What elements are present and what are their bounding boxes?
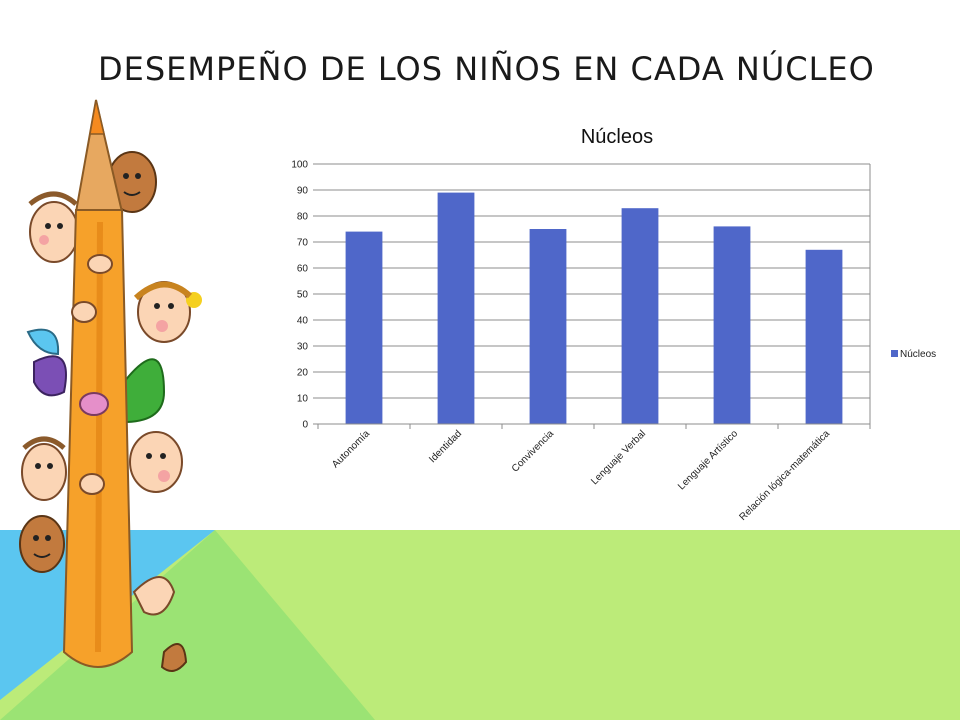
chart-title: Núcleos (581, 126, 653, 148)
child-face-top-right (107, 151, 157, 213)
y-tick-label: 100 (291, 160, 308, 171)
hand-on-pencil-pink (79, 392, 109, 416)
y-tick-label: 60 (297, 264, 309, 275)
y-tick-label: 50 (297, 290, 309, 301)
legend-swatch (891, 350, 898, 357)
hand-on-pencil-lower (79, 473, 105, 495)
bar (529, 229, 567, 424)
x-category-label: Lenguaje Verbal (589, 428, 648, 487)
y-tick-label: 20 (297, 368, 309, 379)
chart-gridlines (313, 163, 871, 425)
bar (621, 208, 659, 424)
child-face-right-girl (133, 281, 202, 343)
child-face-bottom-left (19, 515, 65, 573)
bar-chart: Núcleos 0 10 20 30 40 50 60 70 80 90 100 Autonomía… (291, 126, 936, 523)
child-face-lower-right (129, 431, 183, 493)
x-axis-labels: Autonomía Identidad Convivencia Lenguaje Ve… (317, 423, 871, 523)
legend-label: Núcleos (900, 349, 936, 360)
slide-title: DESEMPEÑO DE LOS NIÑOS EN CADA NÚCLEO (98, 50, 875, 88)
x-category-label: Convivencia (510, 428, 557, 475)
x-category-label: Lenguaje Artístico (676, 428, 740, 492)
child-face-top-left (28, 191, 79, 263)
child-hand-bottom-right (132, 576, 188, 672)
background-mid-green-triangle (0, 530, 375, 720)
x-category-label: Identidad (427, 428, 464, 465)
bar (345, 231, 383, 424)
hand-on-pencil-middle (71, 301, 97, 323)
child-face-lower-left (21, 436, 67, 501)
pencil-icon (62, 99, 134, 668)
x-category-label: Autonomía (330, 428, 372, 470)
bar (713, 226, 751, 424)
y-axis-ticks: 0 10 20 30 40 50 60 70 80 90 100 (291, 160, 308, 431)
bar (437, 192, 475, 424)
y-tick-label: 90 (297, 186, 309, 197)
y-tick-label: 30 (297, 342, 309, 353)
child-body-green (123, 358, 166, 424)
y-tick-label: 70 (297, 238, 309, 249)
chart-legend: Núcleos (891, 349, 936, 360)
pencil-with-children-icon (19, 99, 202, 672)
y-tick-label: 10 (297, 394, 309, 405)
bar (805, 249, 843, 424)
y-tick-label: 40 (297, 316, 309, 327)
y-tick-label: 80 (297, 212, 309, 223)
child-body-purple (26, 328, 67, 397)
y-tick-label: 0 (302, 420, 308, 431)
chart-bars (345, 192, 843, 424)
x-category-label: Relación lógica-matemática (737, 428, 832, 523)
hand-on-pencil-top (87, 254, 113, 274)
